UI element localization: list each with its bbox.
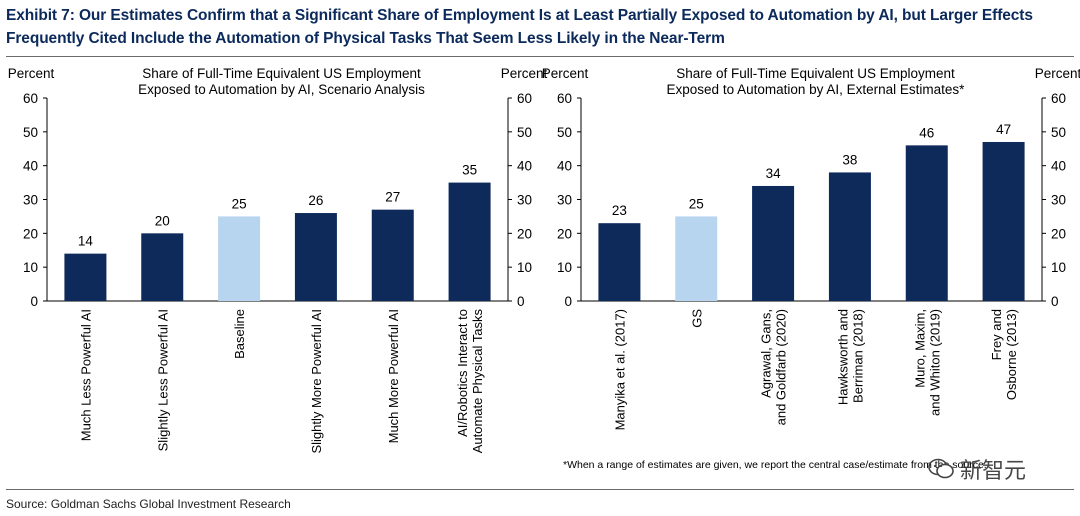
chart-scenario-analysis: Percent Percent Share of Full-Time Equival…	[8, 66, 548, 454]
x-category-label: Muro, Maxim,	[912, 309, 927, 388]
bar-value-label: 38	[842, 152, 857, 167]
x-category-label: Slightly Less Powerful AI	[155, 309, 170, 451]
bar	[448, 182, 491, 301]
x-category-label: Hawksworth and	[835, 309, 850, 405]
y-tick-label-left: 50	[557, 125, 572, 140]
x-category-label: Frey and	[989, 309, 1004, 360]
bar	[294, 213, 337, 301]
chart-title-line: Share of Full-Time Equivalent US Employm…	[676, 66, 955, 81]
y-tick-label-left: 20	[557, 226, 572, 241]
bar	[141, 233, 184, 301]
y-tick-label-right: 10	[1051, 260, 1066, 275]
bar	[64, 253, 107, 301]
y-tick-label-right: 30	[517, 193, 532, 208]
bar	[905, 145, 948, 301]
x-category-label: Automate Physical Tasks	[470, 309, 485, 454]
y-tick-label-right: 0	[1051, 294, 1059, 309]
bar-value-label: 14	[78, 234, 94, 249]
y-tick-label-right: 60	[517, 91, 532, 106]
y-tick-label-left: 30	[557, 193, 572, 208]
y-tick-label-left: 0	[564, 294, 572, 309]
y-tick-label-right: 40	[1051, 159, 1066, 174]
chart-title-line: Exposed to Automation by AI, External Es…	[667, 82, 966, 97]
bar	[982, 141, 1025, 301]
y-tick-label-right: 50	[1051, 125, 1066, 140]
y-tick-label-right: 50	[517, 125, 532, 140]
wechat-icon	[928, 458, 954, 479]
x-category-label: AI/Robotics Interact to	[455, 309, 470, 437]
bar-value-label: 23	[612, 203, 627, 218]
watermark-text: 新智元	[960, 459, 1027, 484]
y-tick-label-left: 50	[23, 125, 38, 140]
bar-value-label: 34	[766, 166, 782, 181]
watermark: 新智元	[928, 452, 1068, 486]
y-tick-label-left: 10	[23, 260, 38, 275]
y-tick-label-left: 60	[23, 91, 38, 106]
bar	[598, 223, 641, 301]
bar-value-label: 46	[919, 125, 934, 140]
x-category-label: Osborne (2013)	[1004, 309, 1019, 400]
bar	[675, 216, 718, 301]
x-category-label: GS	[689, 309, 704, 328]
y-tick-label-right: 60	[1051, 91, 1066, 106]
y-axis-title-right: Percent	[501, 66, 548, 81]
chart-title-line: Exposed to Automation by AI, Scenario An…	[138, 82, 425, 97]
bar-value-label: 20	[155, 213, 170, 228]
y-tick-label-left: 40	[23, 159, 38, 174]
y-axis-title-left: Percent	[8, 66, 55, 81]
y-tick-label-left: 20	[23, 226, 38, 241]
y-tick-label-left: 60	[557, 91, 572, 106]
x-category-label: Manyika et al. (2017)	[612, 309, 627, 430]
x-category-label: Slightly More Powerful AI	[309, 309, 324, 454]
bar-value-label: 25	[232, 196, 247, 211]
y-tick-label-right: 20	[1051, 226, 1066, 241]
chart-external-estimates: Percent Percent Share of Full-Time Equival…	[542, 66, 1080, 471]
x-category-label: Agrawal, Gans,	[759, 309, 774, 398]
x-category-label: Baseline	[232, 309, 247, 359]
y-tick-label-right: 20	[517, 226, 532, 241]
bar	[218, 216, 261, 301]
bar-value-label: 35	[462, 163, 477, 178]
chart-title-line: Share of Full-Time Equivalent US Employm…	[142, 66, 421, 81]
x-category-label: Berriman (2018)	[850, 309, 865, 403]
bar-value-label: 25	[689, 196, 704, 211]
bar-value-label: 26	[308, 193, 323, 208]
y-tick-label-right: 10	[517, 260, 532, 275]
y-axis-title-left: Percent	[542, 66, 589, 81]
exhibit-title: Exhibit 7: Our Estimates Confirm that a …	[6, 7, 1033, 47]
bar	[752, 185, 795, 301]
y-axis-title-right: Percent	[1035, 66, 1080, 81]
x-category-label: and Goldfarb (2020)	[774, 309, 789, 425]
y-tick-label-right: 40	[517, 159, 532, 174]
source-note: Source: Goldman Sachs Global Investment …	[6, 497, 291, 511]
bar	[828, 172, 871, 301]
y-tick-label-right: 0	[517, 294, 525, 309]
x-category-label: Much More Powerful AI	[386, 309, 401, 443]
x-category-label: Much Less Powerful AI	[78, 309, 93, 441]
y-tick-label-left: 40	[557, 159, 572, 174]
bar-value-label: 27	[385, 190, 400, 205]
bottom-divider	[6, 489, 1074, 490]
chart-footnote: *When a range of estimates are given, we…	[563, 459, 987, 471]
y-tick-label-left: 0	[30, 294, 38, 309]
y-tick-label-right: 30	[1051, 193, 1066, 208]
bar-value-label: 47	[996, 122, 1011, 137]
top-divider	[6, 56, 1074, 57]
y-tick-label-left: 30	[23, 193, 38, 208]
y-tick-label-left: 10	[557, 260, 572, 275]
bar	[371, 209, 414, 301]
x-category-label: and Whiton (2019)	[927, 309, 942, 416]
